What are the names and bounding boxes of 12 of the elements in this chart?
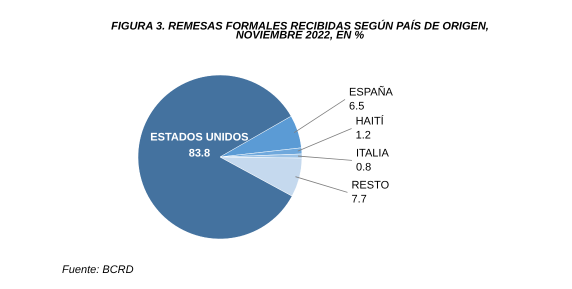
data-label: 7.7: [351, 193, 367, 206]
data-label: 1.2: [356, 130, 371, 142]
slice-label: RESTO: [351, 179, 390, 192]
slice-label: ITALIA: [356, 147, 390, 160]
data-label: 6.5: [349, 100, 364, 112]
source-note: Fuente: BCRD: [62, 264, 134, 276]
chart-title: FIGURA 3. REMESAS FORMALES RECIBIDAS SEGÚN PAÍS DE ORIGEN, NOVIEMBRE 2022, EN %: [111, 20, 489, 42]
data-label: 0.8: [356, 161, 372, 174]
slice-label: ESPAÑA: [349, 85, 394, 98]
slice-label: ESTADOS UNIDOS: [150, 131, 249, 144]
slice-label: HAITÍ: [356, 114, 385, 128]
data-label: 83.8: [188, 147, 210, 160]
